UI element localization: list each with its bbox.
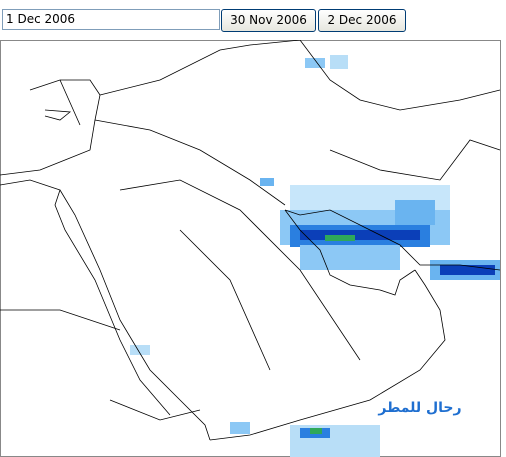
rain-map: رحال للمطر <box>0 40 501 457</box>
map-frame <box>0 40 501 457</box>
prev-day-button[interactable]: 30 Nov 2006 <box>221 9 316 32</box>
map-lines <box>0 40 501 441</box>
date-input[interactable]: 1 Dec 2006 <box>2 9 220 30</box>
next-day-button[interactable]: 2 Dec 2006 <box>318 9 406 32</box>
rain-areas <box>130 55 500 457</box>
watermark: رحال للمطر <box>377 400 461 416</box>
